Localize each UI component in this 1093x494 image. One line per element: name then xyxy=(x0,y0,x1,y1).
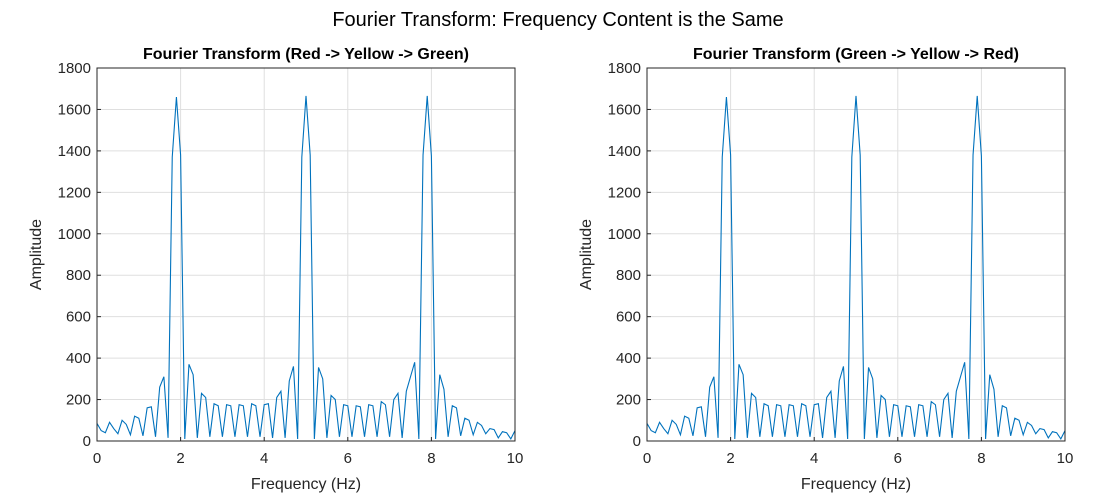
right-y-tick-label: 1200 xyxy=(608,184,641,201)
left-y-tick-label: 0 xyxy=(83,433,91,450)
right-x-tick-label: 2 xyxy=(726,450,734,467)
right-x-tick-label: 4 xyxy=(810,450,818,467)
right-y-tick-label: 200 xyxy=(616,392,641,409)
right-y-tick-label: 1600 xyxy=(608,101,641,118)
left-x-tick-label: 4 xyxy=(260,450,268,467)
left-y-tick-label: 200 xyxy=(66,392,91,409)
left-x-tick-label: 6 xyxy=(344,450,352,467)
left-y-tick-label: 600 xyxy=(66,309,91,326)
right-y-axis-label: Amplitude xyxy=(578,219,595,290)
right-grid xyxy=(646,67,1066,442)
left-y-tick-label: 800 xyxy=(66,267,91,284)
left-y-tick-label: 1600 xyxy=(58,101,91,118)
right-series-line xyxy=(646,95,1066,441)
left-y-tick-label: 1000 xyxy=(58,226,91,243)
right-y-tick-label: 600 xyxy=(616,309,641,326)
right-x-tick-label: 6 xyxy=(894,450,902,467)
left-x-tick-label: 10 xyxy=(507,450,524,467)
left-y-tick-label: 1200 xyxy=(58,184,91,201)
right-axes-box xyxy=(646,67,1066,442)
left-y-tick-label: 400 xyxy=(66,350,91,367)
left-grid xyxy=(96,67,516,442)
right-y-tick-label: 1000 xyxy=(608,226,641,243)
right-y-tick-label: 400 xyxy=(616,350,641,367)
left-y-axis-label: Amplitude xyxy=(28,219,45,290)
right-y-tick-label: 1400 xyxy=(608,143,641,160)
left-y-tick-label: 1400 xyxy=(58,143,91,160)
right-chart: 0 2 4 6 8 10 0 200 400 600 800 1000 1200 1400 1600 1800… xyxy=(578,46,1073,493)
left-series-line xyxy=(96,95,516,441)
left-x-axis-label: Frequency (Hz) xyxy=(251,476,361,493)
right-ticks: 0 2 4 6 8 10 0 200 400 600 800 1000 1200 1400 1600 1800 xyxy=(608,60,1074,467)
left-chart: 0 2 4 6 8 10 0 200 400 600 800 1000 1200 1400 1600 1800… xyxy=(28,46,523,493)
right-x-tick-label: 10 xyxy=(1057,450,1074,467)
left-ticks: 0 2 4 6 8 10 0 200 400 600 800 1000 1200 1400 1600 1800 xyxy=(58,60,524,467)
right-y-tick-label: 0 xyxy=(633,433,641,450)
right-y-tick-label: 1800 xyxy=(608,60,641,77)
right-x-tick-label: 0 xyxy=(643,450,651,467)
left-x-tick-label: 2 xyxy=(176,450,184,467)
left-y-tick-label: 1800 xyxy=(58,60,91,77)
figure-title: Fourier Transform: Frequency Content is … xyxy=(332,9,783,31)
left-x-tick-label: 0 xyxy=(93,450,101,467)
left-axes-box xyxy=(96,67,516,442)
right-x-tick-label: 8 xyxy=(977,450,985,467)
left-chart-title: Fourier Transform (Red -> Yellow -> Gree… xyxy=(143,46,469,63)
right-x-axis-label: Frequency (Hz) xyxy=(801,476,911,493)
right-y-tick-label: 800 xyxy=(616,267,641,284)
left-x-tick-label: 8 xyxy=(427,450,435,467)
right-chart-title: Fourier Transform (Green -> Yellow -> Re… xyxy=(693,46,1019,63)
